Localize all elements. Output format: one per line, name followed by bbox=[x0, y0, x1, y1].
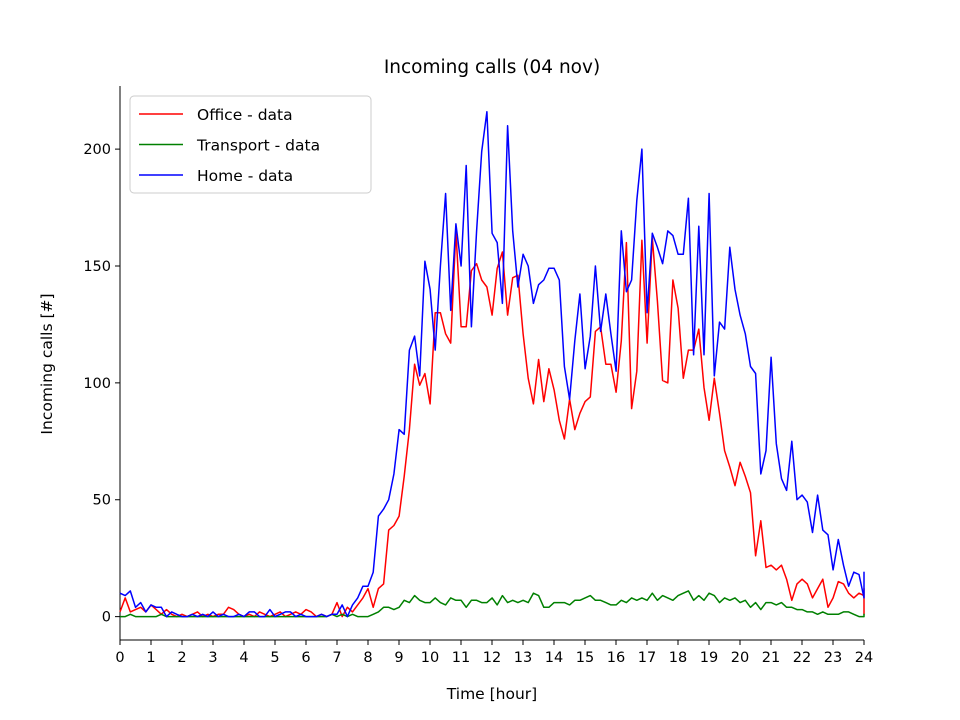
x-tick-label: 4 bbox=[239, 650, 248, 666]
x-tick-label: 3 bbox=[208, 650, 217, 666]
legend-label: Office - data bbox=[197, 106, 293, 124]
series-line-transport-data bbox=[120, 590, 865, 618]
x-tick-label: 13 bbox=[514, 650, 532, 666]
x-tick-label: 23 bbox=[824, 650, 842, 666]
x-tick-label: 21 bbox=[762, 650, 780, 666]
x-tick-label: 16 bbox=[607, 650, 625, 666]
x-tick-label: 10 bbox=[421, 650, 439, 666]
legend-label: Transport - data bbox=[196, 137, 320, 155]
x-tick-label: 14 bbox=[545, 650, 563, 666]
x-ticks: 0 1 2 3 4 5 6 7 8 9 10 11 12 13 14 15 16 17 18 19 20 21 22 23 24 bbox=[115, 640, 873, 666]
series-line-home-data bbox=[119, 110, 865, 618]
y-tick-label: 200 bbox=[83, 142, 111, 158]
x-tick-label: 0 bbox=[115, 650, 124, 666]
x-tick-label: 15 bbox=[576, 650, 594, 666]
y-tick-label: 0 bbox=[102, 610, 111, 626]
chart-title: Incoming calls (04 nov) bbox=[384, 57, 600, 78]
x-tick-label: 19 bbox=[700, 650, 718, 666]
x-tick-label: 18 bbox=[669, 650, 687, 666]
x-tick-label: 5 bbox=[270, 650, 279, 666]
x-tick-label: 22 bbox=[793, 650, 811, 666]
y-tick-label: 100 bbox=[83, 376, 111, 392]
x-tick-label: 12 bbox=[483, 650, 501, 666]
series-layer bbox=[119, 110, 865, 618]
x-tick-label: 8 bbox=[363, 650, 372, 666]
x-tick-label: 24 bbox=[855, 650, 873, 666]
y-ticks: 0 50 100 150 200 bbox=[83, 142, 120, 626]
x-tick-label: 9 bbox=[394, 650, 403, 666]
x-tick-label: 7 bbox=[332, 650, 341, 666]
y-tick-label: 50 bbox=[93, 493, 111, 509]
y-tick-label: 150 bbox=[83, 259, 111, 275]
x-tick-label: 17 bbox=[638, 650, 656, 666]
x-tick-label: 20 bbox=[731, 650, 749, 666]
x-tick-label: 2 bbox=[177, 650, 186, 666]
series-line-office-data bbox=[119, 230, 865, 618]
x-tick-label: 11 bbox=[452, 650, 470, 666]
legend: Office - data Transport - data Home - data bbox=[129, 95, 372, 194]
x-axis-label: Time [hour] bbox=[446, 685, 537, 703]
legend-label: Home - data bbox=[197, 167, 293, 185]
legend-box bbox=[129, 95, 372, 194]
x-tick-label: 1 bbox=[146, 650, 155, 666]
x-tick-label: 6 bbox=[301, 650, 310, 666]
y-axis-label: Incoming calls [#] bbox=[38, 293, 56, 434]
